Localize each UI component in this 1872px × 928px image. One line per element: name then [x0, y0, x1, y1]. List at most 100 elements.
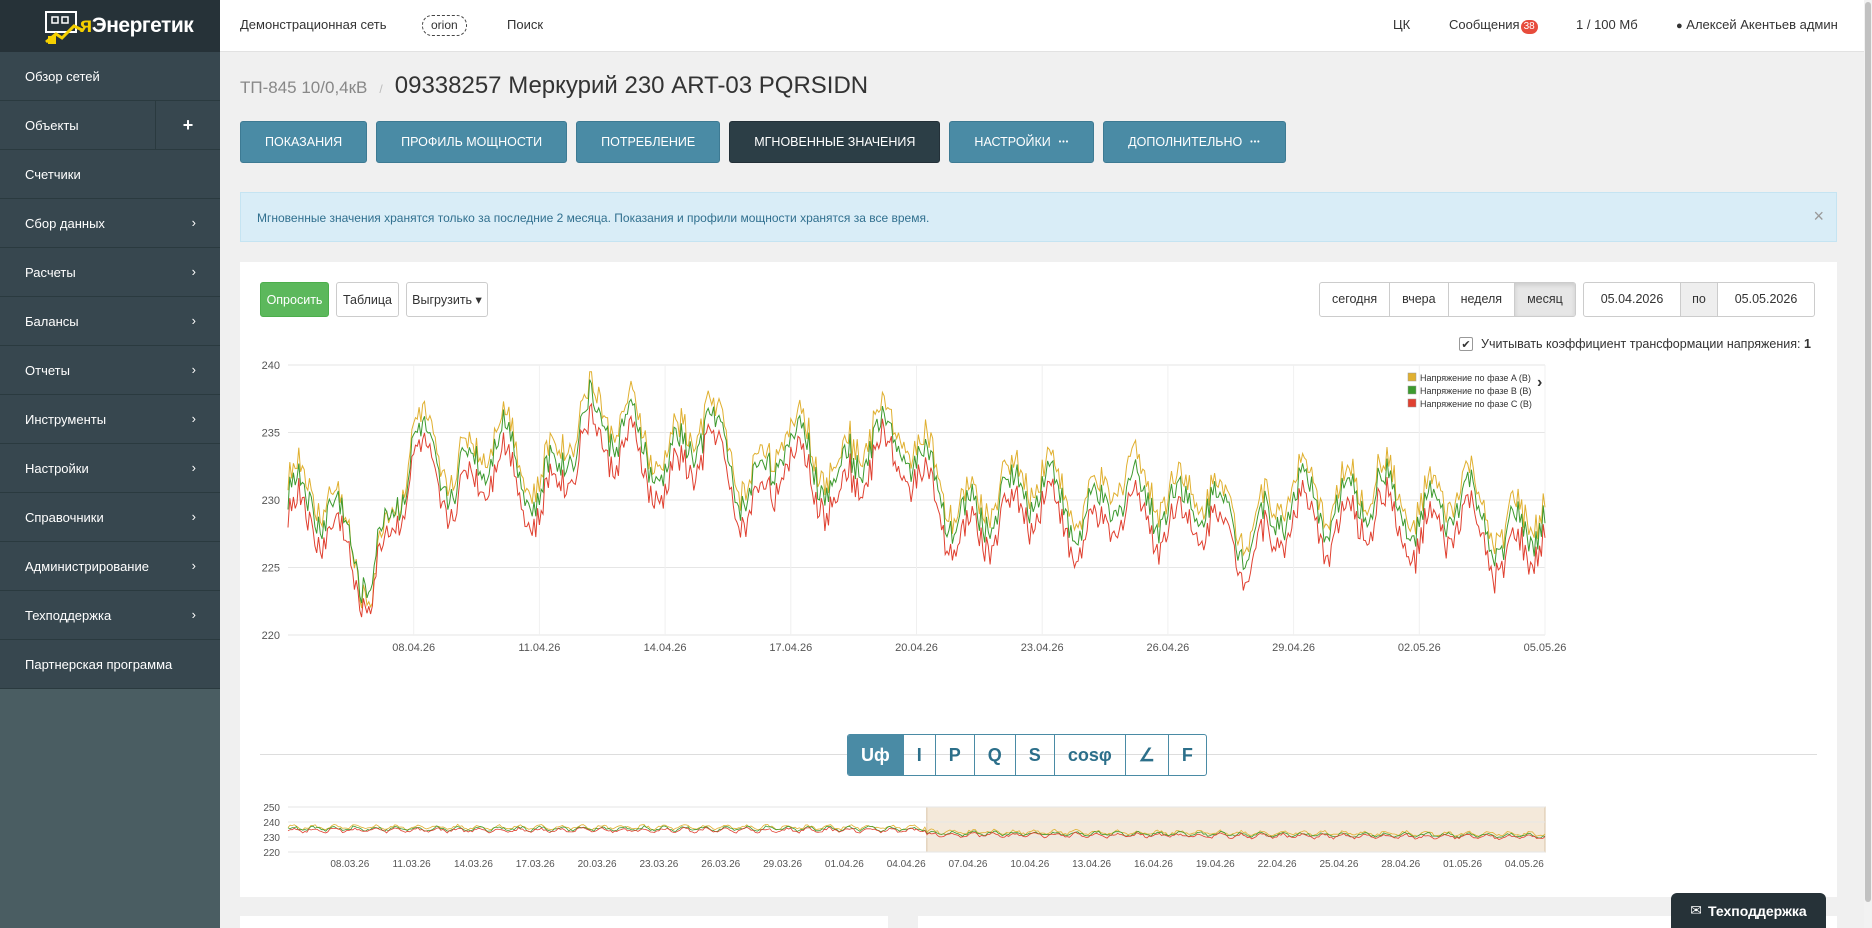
sidebar-item[interactable]: Объекты + [0, 101, 220, 150]
sidebar-item-label: Техподдержка [25, 607, 112, 623]
chevron-right-icon: › [191, 509, 196, 524]
tab-item[interactable]: Профиль мощности [376, 121, 568, 163]
measure-option[interactable]: ∠ [1126, 735, 1169, 775]
tab-label: Профиль мощности [401, 135, 543, 149]
table-button[interactable]: Таблица [336, 282, 399, 317]
sidebar-item[interactable]: Расчеты › [0, 248, 220, 297]
measure-option[interactable]: Uф [848, 735, 904, 775]
measure-option[interactable]: I [904, 735, 936, 775]
series-line [287, 402, 1546, 618]
x-tick-label: 25.04.26 [1319, 859, 1358, 870]
app-name: яЭнергетик [80, 14, 194, 37]
more-icon: ••• [1058, 138, 1070, 146]
chevron-right-icon: › [191, 215, 196, 230]
search-input[interactable]: Поиск [507, 17, 544, 32]
sidebar-item[interactable]: Администрирование › [0, 542, 220, 591]
sidebar-item[interactable]: Справочники › [0, 493, 220, 542]
breadcrumb-separator: / [379, 82, 383, 96]
export-dropdown[interactable]: Выгрузить ▾ [406, 282, 488, 317]
sidebar-item-label: Администрирование [25, 558, 149, 574]
poll-button[interactable]: Опросить [260, 282, 329, 317]
user-menu[interactable]: ● Алексей Акентьев админ [1676, 0, 1838, 51]
measure-option[interactable]: F [1181, 745, 1193, 765]
x-tick-label: 11.03.26 [393, 859, 432, 870]
x-tick-label: 14.03.26 [454, 859, 493, 870]
x-tick-label: 14.04.26 [644, 642, 687, 654]
messages-link[interactable]: Сообщения 38 [1449, 0, 1538, 50]
chevron-right-icon: › [1537, 374, 1542, 391]
coef-checkbox[interactable]: ✔ [1459, 337, 1473, 351]
period-option[interactable]: сегодня [1320, 283, 1391, 316]
sidebar-item[interactable]: Партнерская программа [0, 640, 220, 689]
scrollbar-thumb[interactable] [1865, 2, 1871, 902]
legend-swatch [1407, 398, 1417, 408]
more-icon: ••• [1250, 138, 1261, 146]
measure-option[interactable]: cosφ [1055, 735, 1126, 775]
tab-label: Потребление [601, 135, 696, 149]
storage-usage: 1 / 100 Мб [1576, 17, 1638, 32]
x-tick-label: 01.05.26 [1443, 859, 1482, 870]
sidebar-item[interactable]: Балансы › [0, 297, 220, 346]
period-option[interactable]: месяц [1515, 283, 1575, 316]
sidebar-item[interactable]: Сбор данных › [0, 199, 220, 248]
tab-item[interactable]: Показания [240, 121, 368, 163]
breadcrumb: ТП-845 10/0,4кВ / 09338257 Меркурий 230 AR… [240, 72, 868, 100]
y-tick-label: 230 [263, 833, 280, 844]
tab-item[interactable]: Мгновенные значения [729, 121, 941, 163]
period-selector: сегодня вчера неделя месяц [1319, 282, 1576, 317]
network-badge[interactable]: orion [422, 15, 467, 36]
chevron-right-icon: › [191, 607, 196, 622]
x-tick-label: 20.04.26 [895, 642, 938, 654]
navigator-chart[interactable]: 220 230 240 250 08.03.26 11.03.26 14.03.26 17.0… [240, 802, 1837, 892]
sidebar-item[interactable]: Настройки › [0, 444, 220, 493]
sidebar-item[interactable]: Отчеты › [0, 346, 220, 395]
chevron-right-icon: › [191, 558, 196, 573]
measure-option[interactable]: Q [975, 735, 1016, 775]
legend-label: Напряжение по фазе C (В) [1420, 399, 1532, 409]
date-from-input[interactable]: 05.04.2026 [1600, 292, 1664, 306]
tab-item[interactable]: Дополнительно ••• [1103, 121, 1286, 163]
sidebar-item[interactable]: Счетчики [0, 150, 220, 199]
logo[interactable]: яЭнергетик [0, 0, 220, 52]
support-button[interactable]: ✉ Техподдержка [1671, 893, 1826, 928]
x-tick-label: 17.03.26 [516, 859, 555, 870]
measure-option[interactable]: S [1016, 735, 1055, 775]
y-tick-label: 225 [262, 563, 280, 575]
chart-panel: Опросить Таблица Выгрузить ▾ сегодня вчер… [240, 262, 1837, 897]
voltage-coef-option[interactable]: ✔ Учитывать коэффициент трансформации на… [1459, 337, 1811, 351]
bottom-panel-right [918, 916, 1837, 928]
date-to-label: по [1680, 283, 1718, 316]
sidebar-item[interactable]: Обзор сетей [0, 52, 220, 101]
ck-link[interactable]: ЦК [1393, 17, 1411, 32]
breadcrumb-parent[interactable]: ТП-845 10/0,4кВ [240, 78, 368, 97]
x-tick-label: 08.04.26 [392, 642, 435, 654]
x-tick-label: 08.03.26 [330, 859, 369, 870]
legend-label: Напряжение по фазе B (В) [1420, 386, 1531, 396]
sidebar: яЭнергетик Обзор сетей Объекты + Счетчики Сб… [0, 0, 220, 928]
sidebar-item-label: Инструменты [25, 411, 107, 427]
period-option[interactable]: неделя [1449, 283, 1516, 316]
chevron-right-icon: › [191, 460, 196, 475]
sidebar-menu: Обзор сетей Объекты + Счетчики Сбор данных › Р… [0, 52, 220, 689]
page-scrollbar[interactable] [1864, 0, 1872, 928]
tab-bar: Показания Профиль мощности Потребление Мгно… [240, 121, 1295, 163]
x-tick-label: 23.04.26 [1021, 642, 1064, 654]
x-tick-label: 17.04.26 [769, 642, 812, 654]
add-object-button[interactable]: + [155, 101, 220, 149]
series-line [287, 379, 1546, 604]
support-label: Техподдержка [1708, 902, 1807, 919]
sidebar-item[interactable]: Техподдержка › [0, 591, 220, 640]
tab-item[interactable]: Потребление [576, 121, 721, 163]
sidebar-item-label: Справочники [25, 509, 104, 525]
x-tick-label: 10.04.26 [1010, 859, 1049, 870]
topbar: Демонстрационная сеть orion Поиск ЦК Соо… [220, 0, 1864, 52]
sidebar-item[interactable]: Инструменты › [0, 395, 220, 444]
network-name[interactable]: Демонстрационная сеть [240, 17, 387, 32]
legend-label: Напряжение по фазе A (В) [1420, 373, 1531, 383]
date-to-input[interactable]: 05.05.2026 [1734, 292, 1798, 306]
close-icon[interactable]: × [1813, 206, 1824, 226]
x-tick-label: 29.03.26 [763, 859, 802, 870]
tab-item[interactable]: Настройки ••• [949, 121, 1095, 163]
period-option[interactable]: вчера [1390, 283, 1449, 316]
measure-option[interactable]: P [936, 735, 975, 775]
